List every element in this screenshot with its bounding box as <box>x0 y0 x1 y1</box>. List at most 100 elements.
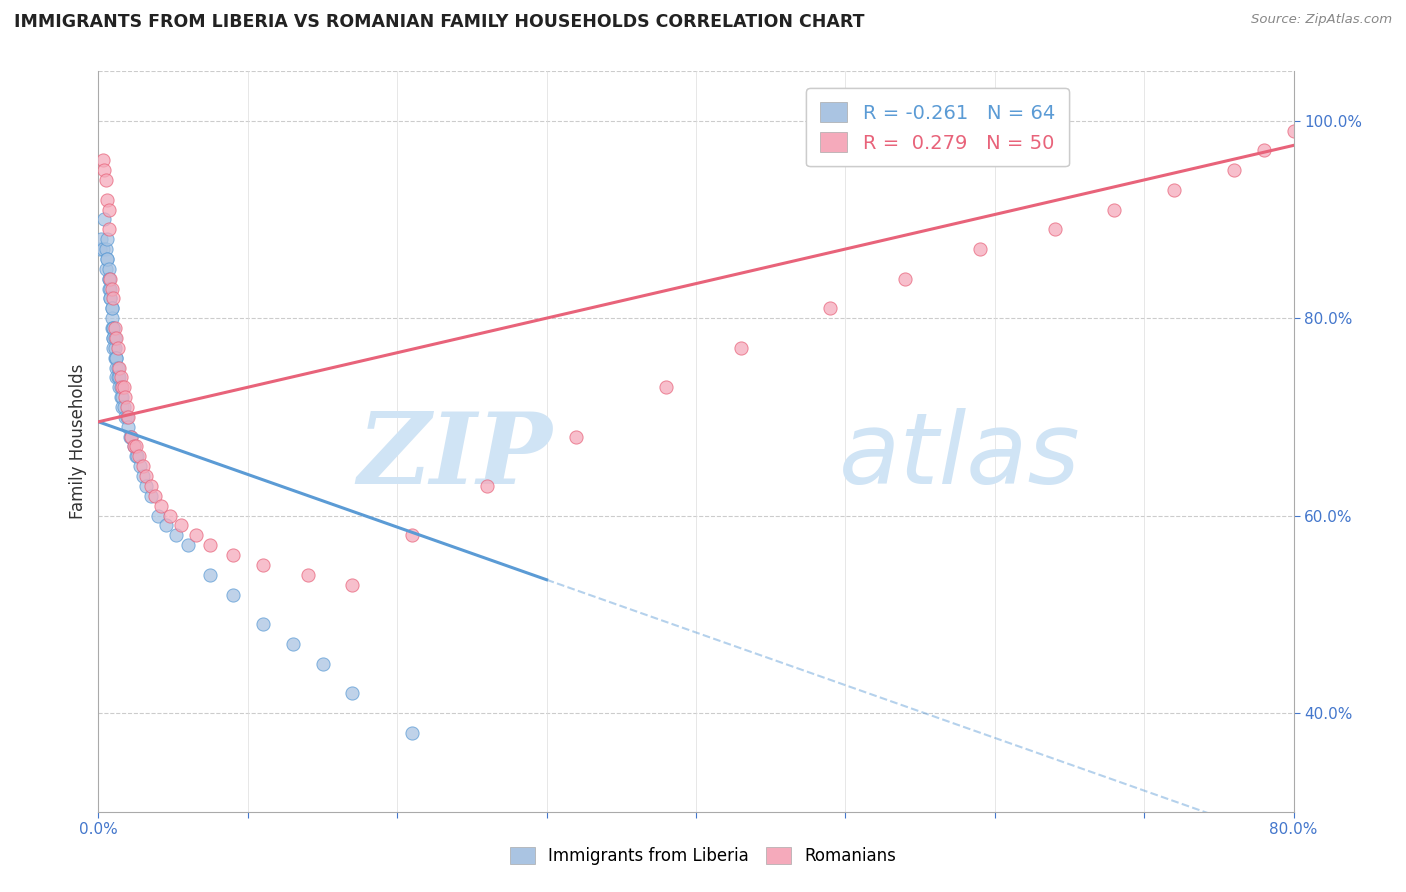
Y-axis label: Family Households: Family Households <box>69 364 87 519</box>
Point <box>401 725 423 739</box>
Point <box>98 292 122 306</box>
Point <box>311 657 333 671</box>
Point <box>969 242 991 256</box>
Point <box>281 637 304 651</box>
Point <box>107 370 129 384</box>
Point <box>1282 123 1305 137</box>
Point <box>1043 222 1066 236</box>
Point <box>101 301 124 316</box>
Point <box>127 450 149 464</box>
Point <box>103 321 125 335</box>
Point <box>115 409 138 424</box>
Point <box>118 429 141 443</box>
Point <box>1163 183 1185 197</box>
Point <box>108 380 131 394</box>
Point <box>112 380 135 394</box>
Point <box>104 341 127 355</box>
Point <box>132 459 155 474</box>
Point <box>105 331 128 345</box>
Point <box>97 261 120 276</box>
Point <box>93 163 115 178</box>
Point <box>139 489 162 503</box>
Point <box>103 331 125 345</box>
Point <box>104 351 127 365</box>
Point <box>105 360 128 375</box>
Point <box>117 419 139 434</box>
Point <box>97 222 120 236</box>
Point <box>101 281 124 295</box>
Point <box>110 370 132 384</box>
Point <box>124 440 146 454</box>
Point <box>124 440 146 454</box>
Point <box>103 292 125 306</box>
Point <box>184 528 207 542</box>
Point <box>108 360 131 375</box>
Point <box>143 489 166 503</box>
Point <box>252 617 274 632</box>
Point <box>91 153 114 168</box>
Point <box>894 271 917 285</box>
Point <box>117 409 139 424</box>
Point <box>125 450 148 464</box>
Point <box>1253 144 1275 158</box>
Point <box>97 281 120 295</box>
Point <box>104 331 127 345</box>
Point <box>104 321 127 335</box>
Point <box>129 459 152 474</box>
Point <box>165 528 187 542</box>
Point <box>297 567 319 582</box>
Point <box>128 450 150 464</box>
Point <box>159 508 181 523</box>
Point <box>820 301 842 316</box>
Point <box>96 193 118 207</box>
Point <box>101 301 124 316</box>
Point <box>105 351 128 365</box>
Point <box>101 321 124 335</box>
Point <box>105 351 128 365</box>
Point <box>103 321 125 335</box>
Point <box>107 360 129 375</box>
Point <box>565 429 588 443</box>
Point <box>103 331 125 345</box>
Point <box>135 469 157 483</box>
Point <box>155 518 177 533</box>
Point <box>111 390 134 404</box>
Point <box>96 252 118 266</box>
Point <box>110 390 132 404</box>
Point <box>114 390 136 404</box>
Legend: Immigrants from Liberia, Romanians: Immigrants from Liberia, Romanians <box>501 837 905 875</box>
Point <box>112 400 135 414</box>
Point <box>97 202 120 217</box>
Text: IMMIGRANTS FROM LIBERIA VS ROMANIAN FAMILY HOUSEHOLDS CORRELATION CHART: IMMIGRANTS FROM LIBERIA VS ROMANIAN FAMI… <box>14 13 865 31</box>
Point <box>111 380 134 394</box>
Point <box>98 292 122 306</box>
Point <box>97 271 120 285</box>
Point <box>132 469 155 483</box>
Point <box>90 232 112 246</box>
Point <box>200 538 222 552</box>
Point <box>730 341 752 355</box>
Point <box>342 686 364 700</box>
Point <box>103 341 125 355</box>
Point <box>96 252 118 266</box>
Point <box>148 508 170 523</box>
Point <box>97 271 120 285</box>
Point <box>108 370 131 384</box>
Legend: R = -0.261   N = 64, R =  0.279   N = 50: R = -0.261 N = 64, R = 0.279 N = 50 <box>807 88 1069 167</box>
Point <box>252 558 274 572</box>
Point <box>135 479 157 493</box>
Point <box>114 409 136 424</box>
Text: atlas: atlas <box>839 408 1081 505</box>
Point <box>125 440 148 454</box>
Point <box>89 242 111 256</box>
Point <box>110 380 132 394</box>
Point <box>169 518 191 533</box>
Point <box>222 588 245 602</box>
Point <box>96 232 118 246</box>
Point <box>115 400 138 414</box>
Point <box>1104 202 1126 217</box>
Point <box>101 311 124 326</box>
Point <box>150 499 173 513</box>
Point <box>105 370 128 384</box>
Point <box>222 548 245 562</box>
